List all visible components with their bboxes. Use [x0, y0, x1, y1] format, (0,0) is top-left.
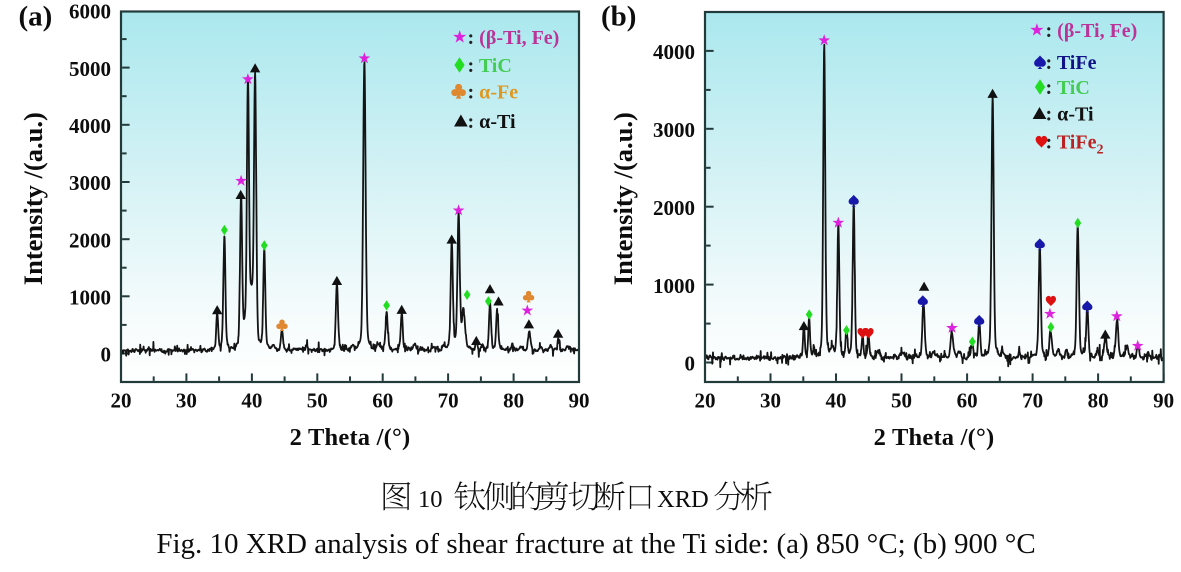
- svg-text:5000: 5000: [69, 57, 111, 81]
- svg-text:50: 50: [891, 388, 912, 412]
- svg-text:2 Theta /(°): 2 Theta /(°): [874, 424, 995, 451]
- svg-text:50: 50: [307, 388, 328, 412]
- svg-text:: TiFe: : TiFe: [1046, 52, 1097, 74]
- svg-text:: α-Fe: : α-Fe: [468, 82, 519, 104]
- svg-text:40: 40: [241, 388, 262, 412]
- svg-text:90: 90: [569, 388, 590, 412]
- svg-text:80: 80: [1088, 388, 1109, 412]
- svg-text:0: 0: [685, 352, 696, 376]
- svg-text:10: 10: [418, 486, 443, 513]
- svg-text:: TiC: : TiC: [468, 55, 512, 77]
- svg-text:20: 20: [695, 388, 716, 412]
- svg-text:3000: 3000: [653, 118, 695, 142]
- svg-text:30: 30: [176, 388, 197, 412]
- svg-text:: TiC: : TiC: [1046, 77, 1090, 99]
- svg-text:20: 20: [111, 388, 132, 412]
- svg-text:6000: 6000: [69, 0, 111, 24]
- svg-text:0: 0: [101, 343, 112, 367]
- svg-text:70: 70: [438, 388, 459, 412]
- svg-text:1000: 1000: [653, 274, 695, 298]
- svg-text:1000: 1000: [69, 286, 111, 310]
- svg-text:4000: 4000: [653, 40, 695, 64]
- svg-text:30: 30: [760, 388, 781, 412]
- svg-text:70: 70: [1022, 388, 1043, 412]
- svg-text:: TiFe2: : TiFe2: [1046, 132, 1104, 158]
- svg-text:2000: 2000: [653, 196, 695, 220]
- svg-text:(b): (b): [601, 1, 636, 33]
- svg-text:: α-Ti: : α-Ti: [1046, 104, 1094, 126]
- svg-text:: (β-Ti, Fe): : (β-Ti, Fe): [1046, 20, 1138, 42]
- svg-text:2 Theta /(°): 2 Theta /(°): [290, 424, 411, 451]
- svg-text:Intensity /(a.u.): Intensity /(a.u.): [608, 112, 638, 285]
- svg-text:: (β-Ti, Fe): : (β-Ti, Fe): [468, 27, 560, 49]
- svg-text:: α-Ti: : α-Ti: [468, 111, 516, 133]
- svg-text:2000: 2000: [69, 228, 111, 252]
- svg-text:4000: 4000: [69, 114, 111, 138]
- svg-text:90: 90: [1153, 388, 1174, 412]
- svg-text:Intensity /(a.u.): Intensity /(a.u.): [18, 112, 48, 285]
- svg-text:3000: 3000: [69, 171, 111, 195]
- svg-text:(a): (a): [19, 1, 53, 33]
- svg-text:Fig. 10 XRD analysis of shear: Fig. 10 XRD analysis of shear fracture a…: [156, 528, 1035, 560]
- svg-text:80: 80: [503, 388, 524, 412]
- svg-text:60: 60: [957, 388, 978, 412]
- svg-text:XRD: XRD: [657, 486, 709, 513]
- svg-text:60: 60: [372, 388, 393, 412]
- svg-text:40: 40: [826, 388, 847, 412]
